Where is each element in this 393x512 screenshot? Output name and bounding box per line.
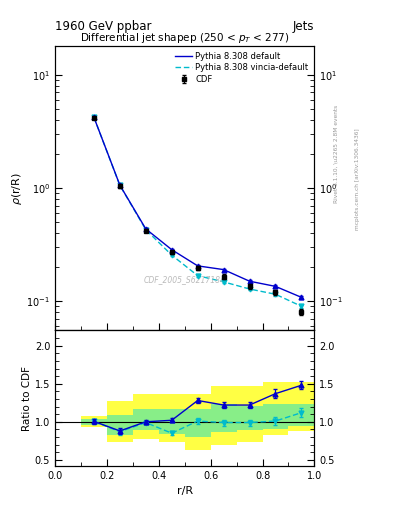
Text: Jets: Jets: [293, 20, 314, 33]
Pythia 8.308 vincia-default: [221, 279, 226, 285]
Bar: [237, 406, 263, 430]
Y-axis label: Ratio to CDF: Ratio to CDF: [22, 366, 32, 431]
Bar: [185, 409, 211, 437]
Bar: [185, 394, 211, 450]
Pythia 8.308 vincia-default: [143, 227, 148, 233]
Text: 1960 GeV ppbar: 1960 GeV ppbar: [55, 20, 152, 33]
Bar: [237, 386, 263, 441]
Pythia 8.308 vincia-default: [195, 272, 200, 279]
Bar: [81, 416, 107, 427]
Bar: [263, 403, 288, 429]
Pythia 8.308 vincia-default: [118, 182, 122, 188]
Bar: [288, 403, 314, 425]
Text: Rivet 3.1.10, \u2265 2.8M events: Rivet 3.1.10, \u2265 2.8M events: [334, 104, 338, 203]
Pythia 8.308 default: [221, 267, 226, 273]
Bar: [263, 382, 288, 435]
Pythia 8.308 default: [169, 247, 174, 253]
Bar: [211, 403, 237, 432]
Bar: [211, 386, 237, 444]
Line: Pythia 8.308 vincia-default: Pythia 8.308 vincia-default: [94, 117, 301, 306]
Bar: [81, 419, 107, 425]
Bar: [107, 401, 133, 442]
Bar: [288, 382, 314, 431]
Pythia 8.308 default: [247, 278, 252, 284]
Pythia 8.308 default: [118, 182, 122, 188]
Pythia 8.308 default: [195, 263, 200, 269]
X-axis label: r/R: r/R: [176, 486, 193, 496]
Bar: [107, 415, 133, 436]
Pythia 8.308 default: [92, 114, 96, 120]
Y-axis label: $\rho$(r/R): $\rho$(r/R): [9, 172, 24, 205]
Pythia 8.308 default: [273, 283, 278, 289]
Pythia 8.308 vincia-default: [247, 286, 252, 292]
Pythia 8.308 vincia-default: [273, 291, 278, 297]
Bar: [133, 409, 159, 430]
Text: mcplots.cern.ch [arXiv:1306.3436]: mcplots.cern.ch [arXiv:1306.3436]: [355, 129, 360, 230]
Title: Differential jet shapep (250 < $p_T$ < 277): Differential jet shapep (250 < $p_T$ < 2…: [80, 31, 290, 45]
Line: Pythia 8.308 default: Pythia 8.308 default: [94, 117, 301, 297]
Pythia 8.308 vincia-default: [299, 303, 304, 309]
Pythia 8.308 vincia-default: [92, 114, 96, 120]
Pythia 8.308 default: [143, 226, 148, 232]
Legend: Pythia 8.308 default, Pythia 8.308 vincia-default, CDF: Pythia 8.308 default, Pythia 8.308 vinci…: [174, 50, 310, 86]
Bar: [159, 409, 185, 434]
Text: CDF_2005_S6217184: CDF_2005_S6217184: [144, 275, 226, 284]
Pythia 8.308 default: [299, 294, 304, 301]
Bar: [159, 394, 185, 442]
Pythia 8.308 vincia-default: [169, 252, 174, 258]
Bar: [133, 394, 159, 439]
